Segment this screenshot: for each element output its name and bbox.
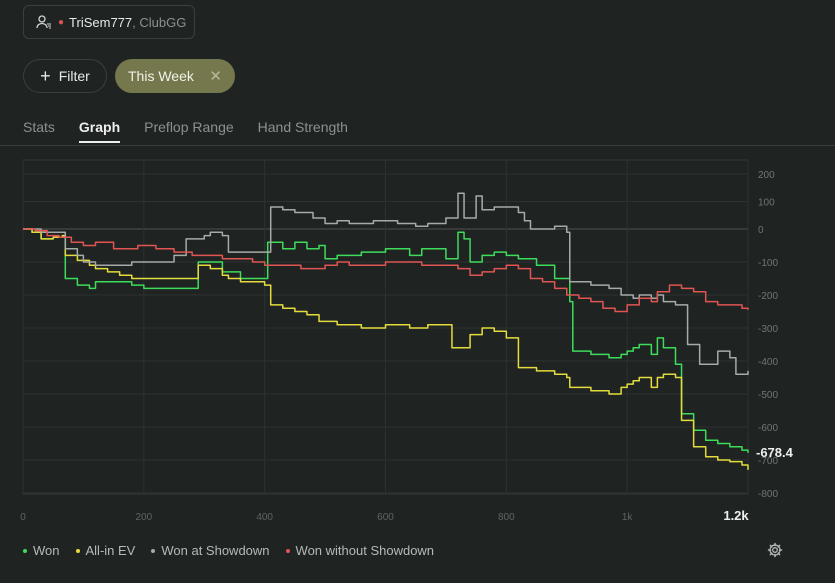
x-tick-label: 400: [256, 512, 273, 523]
y-tick-label: -300: [758, 324, 778, 335]
y-tick-label: -700: [758, 456, 778, 467]
last-value-label: -678.4: [756, 445, 794, 460]
y-tick-label: -200: [758, 291, 778, 302]
tab-stats[interactable]: Stats: [23, 119, 55, 135]
status-dot: ●: [58, 16, 65, 28]
y-tick-label: 200: [758, 170, 775, 181]
tab-hand-strength[interactable]: Hand Strength: [257, 119, 348, 135]
x-tick-label: 800: [498, 512, 515, 523]
tab-bar: Stats Graph Preflop Range Hand Strength: [23, 119, 372, 143]
legend-item-won[interactable]: Won: [23, 543, 60, 558]
legend-dot: [151, 548, 156, 553]
x-tick-label: 0: [20, 512, 26, 523]
profit-graph[interactable]: 200 100 0 -100 -200 -300 -400 -500 -600 -700 -800 0…: [0, 146, 835, 536]
player-site: , ClubGG: [132, 14, 187, 30]
close-icon[interactable]: ✕: [209, 68, 222, 85]
y-tick-label: -600: [758, 423, 778, 434]
y-tick-label: -400: [758, 357, 778, 368]
y-tick-label: -500: [758, 390, 778, 401]
y-tick-label: 100: [758, 198, 775, 209]
legend-label: All-in EV: [85, 543, 136, 558]
add-filter-label: Filter: [58, 68, 90, 84]
legend-dot: [285, 548, 290, 553]
legend-label: Won: [33, 543, 60, 558]
x-tick-label: 1.2k: [723, 508, 749, 523]
gear-icon[interactable]: [767, 542, 783, 558]
legend-item-all-in-ev[interactable]: All-in EV: [75, 543, 136, 558]
series-line: [23, 228, 749, 453]
tabs-divider: [0, 145, 835, 146]
legend-item-won-without-showdown[interactable]: Won without Showdown: [285, 543, 435, 558]
tab-graph[interactable]: Graph: [78, 119, 121, 143]
legend-label: Won at Showdown: [161, 543, 270, 558]
x-tick-label: 600: [377, 512, 394, 523]
y-tick-label: -100: [758, 258, 778, 269]
legend-dot: [23, 548, 27, 553]
series-line: [23, 228, 749, 313]
plus-icon: +: [40, 66, 51, 86]
y-tick-label: 0: [758, 225, 764, 236]
tab-preflop-range[interactable]: Preflop Range: [144, 119, 234, 135]
legend-item-won-at-showdown[interactable]: Won at Showdown: [151, 543, 270, 558]
player-selector[interactable]: ● TriSem777, ClubGG: [23, 5, 195, 39]
active-filter-chip[interactable]: This Week ✕: [115, 59, 235, 93]
x-tick-label: 1k: [622, 512, 634, 523]
series-line: [23, 228, 749, 470]
legend-label: Won without Showdown: [295, 543, 435, 558]
legend-dot: [75, 548, 80, 553]
x-tick-label: 200: [135, 512, 152, 523]
add-filter-button[interactable]: + Filter: [23, 59, 107, 93]
player-name: TriSem777: [69, 14, 133, 30]
y-tick-label: -800: [758, 489, 778, 500]
active-filter-label: This Week: [128, 68, 194, 84]
user-filter-icon: [36, 15, 51, 29]
chart-legend: Won All-in EV Won at Showdown Won withou…: [23, 543, 450, 558]
